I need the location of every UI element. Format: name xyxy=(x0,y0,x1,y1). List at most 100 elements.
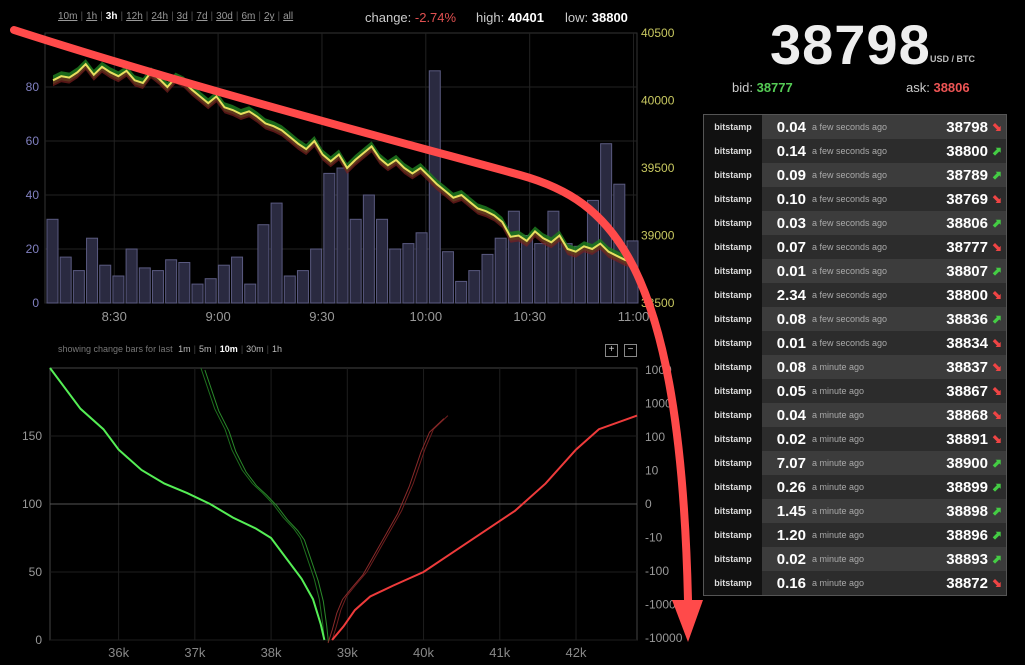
change-bars-label: showing change bars for last xyxy=(58,344,176,354)
range-button-10m[interactable]: 10m xyxy=(58,11,78,22)
arrow-up-icon: ⬈ xyxy=(991,552,1003,566)
range-button-6m[interactable]: 6m xyxy=(241,11,256,22)
trade-time: a minute ago xyxy=(812,578,865,588)
range-button-30d[interactable]: 30d xyxy=(216,11,233,22)
trade-row: bitstamp 0.03 a few seconds ago 38806 ⬈ xyxy=(704,211,1006,235)
change-bars-option-5m[interactable]: 5m xyxy=(198,344,212,354)
y-right-tick-label: -10 xyxy=(645,531,663,545)
x-tick-label: 9:00 xyxy=(205,309,230,324)
volume-bar xyxy=(441,251,454,304)
trade-row: bitstamp 0.01 a few seconds ago 38807 ⬈ xyxy=(704,259,1006,283)
range-button-12h[interactable]: 12h xyxy=(126,11,143,22)
volume-bar xyxy=(547,210,560,304)
y-left-tick-label: 50 xyxy=(29,565,43,579)
range-separator: | xyxy=(190,11,194,22)
x-tick-label: 10:00 xyxy=(410,309,443,324)
zoom-in-button[interactable]: + xyxy=(605,344,618,357)
y-right-tick-label: -100 xyxy=(645,564,669,578)
trade-amount: 0.14 xyxy=(776,142,806,160)
trade-row: bitstamp 0.01 a few seconds ago 38834 ⬊ xyxy=(704,331,1006,355)
low-stat: low: 38800 xyxy=(565,10,628,25)
trade-amount: 1.20 xyxy=(776,526,806,544)
volume-bar xyxy=(626,240,639,304)
y-left-tick-label: 0 xyxy=(35,633,42,647)
y-right-tick-label: 38500 xyxy=(641,296,675,310)
change-bars-option-10m[interactable]: 10m xyxy=(219,344,238,354)
option-separator: | xyxy=(193,344,196,354)
arrow-up-icon: ⬈ xyxy=(991,456,1003,470)
trade-exchange: bitstamp xyxy=(704,571,762,595)
trade-time: a few seconds ago xyxy=(812,338,888,348)
range-button-2y[interactable]: 2y xyxy=(263,11,275,22)
trade-amount: 0.01 xyxy=(776,262,806,280)
arrow-up-icon: ⬈ xyxy=(991,312,1003,326)
trade-price: 38807 xyxy=(946,262,988,280)
trade-price: 38769 xyxy=(946,190,988,208)
trade-time: a minute ago xyxy=(812,458,865,468)
trade-amount: 7.07 xyxy=(776,454,806,472)
arrow-down-icon: ⬊ xyxy=(991,120,1003,134)
depth-chart[interactable]: 36k 37k 38k 39k 40k 41k 42k0501001501000100010… xyxy=(0,360,690,665)
range-button-1h[interactable]: 1h xyxy=(86,11,98,22)
option-separator: | xyxy=(266,344,270,354)
ask-display: ask: 38806 xyxy=(906,80,970,95)
range-separator: | xyxy=(80,11,84,22)
ask-value: 38806 xyxy=(933,80,970,95)
change-bars-option-30m[interactable]: 30m xyxy=(246,344,264,354)
trade-price: 38798 xyxy=(946,118,988,136)
trade-price: 38837 xyxy=(946,358,988,376)
trade-time: a minute ago xyxy=(812,386,865,396)
x-tick-label: 40k xyxy=(413,645,434,660)
x-tick-label: 8:30 xyxy=(102,309,127,324)
range-button-7d[interactable]: 7d xyxy=(196,11,208,22)
volume-bar xyxy=(389,248,402,304)
bid-label: bid: xyxy=(732,80,753,95)
trade-time: a few seconds ago xyxy=(812,314,888,324)
trade-row: bitstamp 7.07 a minute ago 38900 ⬈ xyxy=(704,451,1006,475)
range-button-24h[interactable]: 24h xyxy=(151,11,169,22)
price-volume-chart[interactable]: 8:30 9:00 9:30 10:00 10:30 11:00 0 20 40 60 80 3850… xyxy=(0,28,690,328)
range-button-3h[interactable]: 3h xyxy=(105,11,118,22)
arrow-down-icon: ⬊ xyxy=(991,360,1003,374)
range-button-3d[interactable]: 3d xyxy=(176,11,188,22)
volume-bar xyxy=(231,256,244,304)
zoom-out-button[interactable]: − xyxy=(624,344,637,357)
high-value: 40401 xyxy=(507,10,544,25)
volume-bar xyxy=(376,218,389,304)
volume-bar xyxy=(204,278,217,304)
change-bars-option-1m[interactable]: 1m xyxy=(178,344,191,354)
high-label: high: xyxy=(476,10,505,25)
y-right-tick-label: 40000 xyxy=(641,94,675,108)
trade-price: 38893 xyxy=(946,550,988,568)
x-tick-label: 41k xyxy=(489,645,510,660)
range-button-all[interactable]: all xyxy=(283,11,294,22)
low-label: low: xyxy=(565,10,589,25)
change-bars-option-1h[interactable]: 1h xyxy=(272,344,283,354)
arrow-down-icon: ⬊ xyxy=(991,192,1003,206)
range-separator: | xyxy=(145,11,149,22)
range-separator: | xyxy=(210,11,214,22)
volume-bar xyxy=(244,283,257,304)
trade-price: 38899 xyxy=(946,478,988,496)
volume-bar xyxy=(336,167,349,304)
arrow-down-icon: ⬊ xyxy=(991,336,1003,350)
volume-bar xyxy=(362,194,375,304)
volume-bar xyxy=(125,248,138,304)
volume-bar xyxy=(99,264,112,304)
range-separator: | xyxy=(277,11,281,22)
volume-bar xyxy=(507,210,520,304)
trade-row: bitstamp 1.45 a minute ago 38898 ⬈ xyxy=(704,499,1006,523)
trade-row: bitstamp 0.04 a few seconds ago 38798 ⬊ xyxy=(704,115,1006,139)
volume-bar xyxy=(165,259,178,304)
y-right-tick-label: 40500 xyxy=(641,28,675,40)
y-right-tick-label: -1000 xyxy=(645,598,676,612)
range-separator: | xyxy=(235,11,239,22)
trade-row: bitstamp 1.20 a minute ago 38896 ⬈ xyxy=(704,523,1006,547)
volume-bar xyxy=(257,224,270,304)
volume-bar xyxy=(600,143,613,304)
trade-time: a minute ago xyxy=(812,530,865,540)
change-label: change: xyxy=(365,10,412,25)
option-separator: | xyxy=(240,344,244,354)
volume-bar xyxy=(481,253,494,304)
arrow-up-icon: ⬈ xyxy=(991,480,1003,494)
